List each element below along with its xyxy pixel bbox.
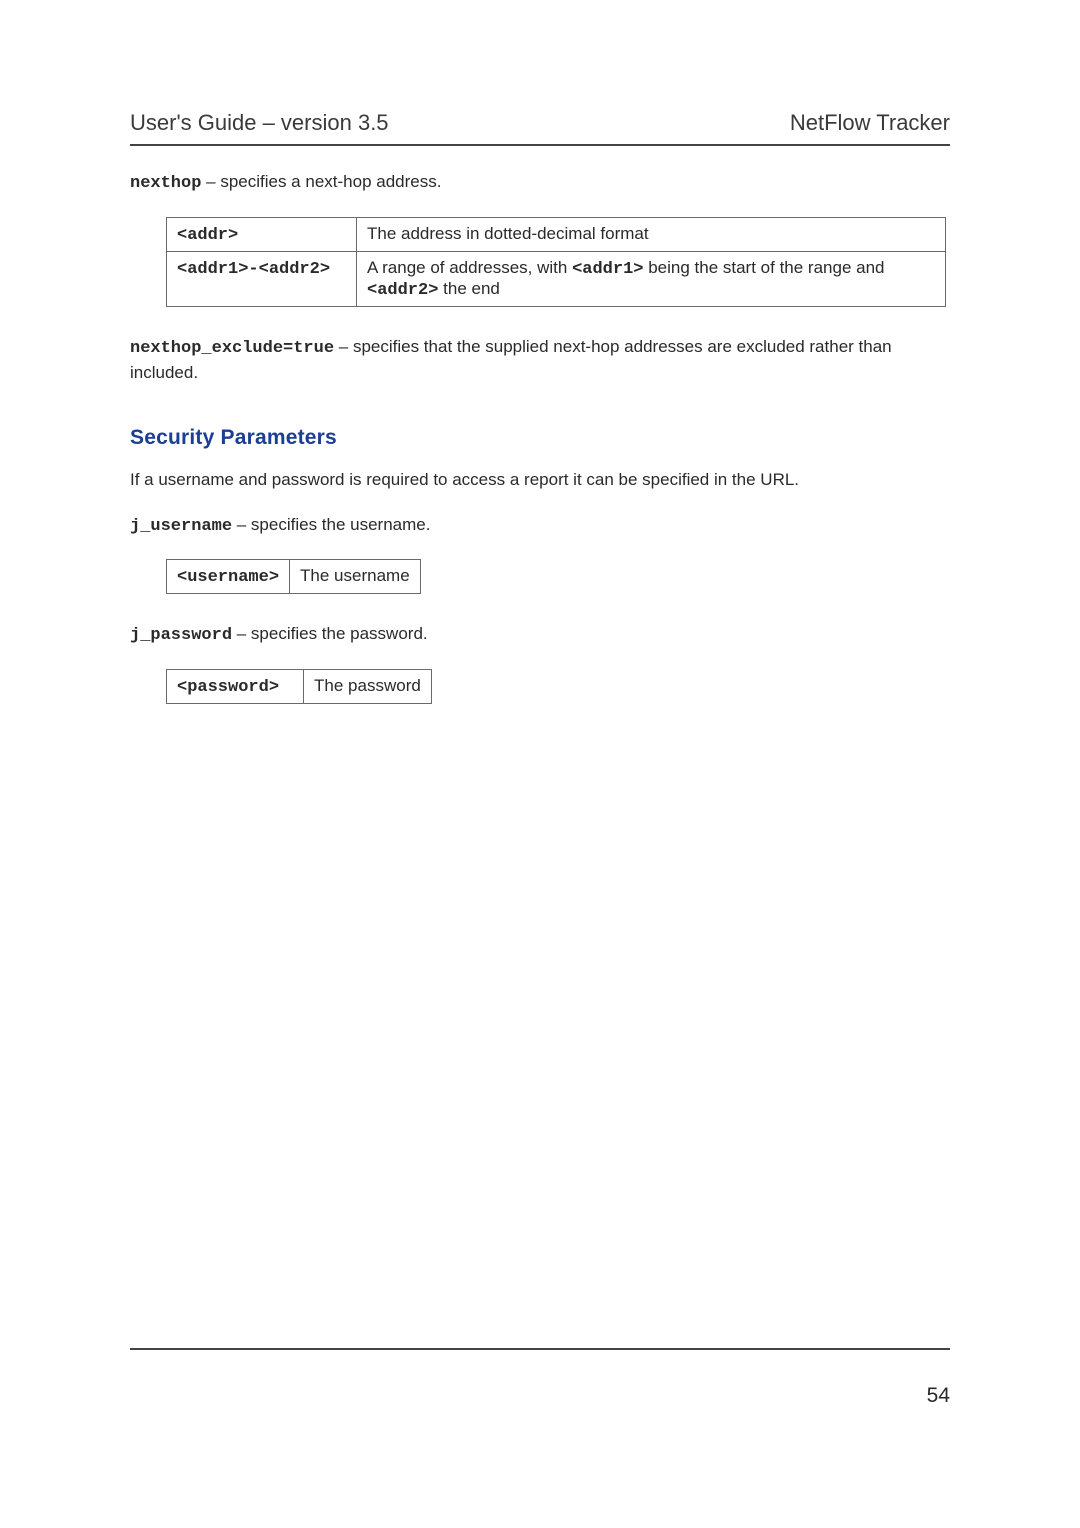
row2-post: the end (438, 279, 499, 298)
j-username-param: j_username (130, 517, 232, 536)
nexthop-exclude-param: nexthop_exclude=true (130, 339, 334, 358)
row2-mid: being the start of the range and (643, 258, 884, 277)
nexthop-table: <addr> The address in dotted-decimal for… (166, 217, 946, 307)
page: User's Guide – version 3.5 NetFlow Track… (0, 0, 1080, 1528)
row2-code2: <addr2> (367, 281, 438, 300)
page-header: User's Guide – version 3.5 NetFlow Track… (130, 110, 950, 144)
footer-rule (130, 1348, 950, 1350)
cell-key: <addr> (167, 217, 357, 251)
cell-key: <username> (167, 560, 290, 594)
page-number: 54 (927, 1384, 950, 1408)
nexthop-param: nexthop (130, 174, 201, 193)
cell-val: The username (290, 560, 421, 594)
section-intro: If a username and password is required t… (130, 468, 950, 493)
table-row: <addr> The address in dotted-decimal for… (167, 217, 946, 251)
j-username-desc: – specifies the username. (232, 515, 430, 534)
cell-val: The address in dotted-decimal format (357, 217, 946, 251)
cell-val: The password (304, 669, 432, 703)
table-row: <addr1>-<addr2> A range of addresses, wi… (167, 251, 946, 306)
j-password-desc: – specifies the password. (232, 624, 428, 643)
cell-key: <addr1>-<addr2> (167, 251, 357, 306)
nexthop-exclude-line: nexthop_exclude=true – specifies that th… (130, 335, 950, 386)
j-password-line: j_password – specifies the password. (130, 622, 950, 649)
nexthop-line: nexthop – specifies a next-hop address. (130, 170, 950, 197)
username-key: <username> (177, 568, 279, 587)
password-key: <password> (177, 678, 279, 697)
table-row: <password> The password (167, 669, 432, 703)
addr-range-key: <addr1>-<addr2> (177, 260, 330, 279)
header-left: User's Guide – version 3.5 (130, 110, 389, 136)
header-rule (130, 144, 950, 146)
header-right: NetFlow Tracker (790, 110, 950, 136)
row2-pre: A range of addresses, with (367, 258, 572, 277)
j-username-line: j_username – specifies the username. (130, 513, 950, 540)
cell-key: <password> (167, 669, 304, 703)
table-row: <username> The username (167, 560, 421, 594)
j-username-table: <username> The username (166, 559, 421, 594)
cell-val: A range of addresses, with <addr1> being… (357, 251, 946, 306)
row2-code1: <addr1> (572, 260, 643, 279)
section-title: Security Parameters (130, 426, 950, 450)
addr-key: <addr> (177, 226, 238, 245)
nexthop-desc: – specifies a next-hop address. (201, 172, 441, 191)
j-password-table: <password> The password (166, 669, 432, 704)
j-password-param: j_password (130, 626, 232, 645)
